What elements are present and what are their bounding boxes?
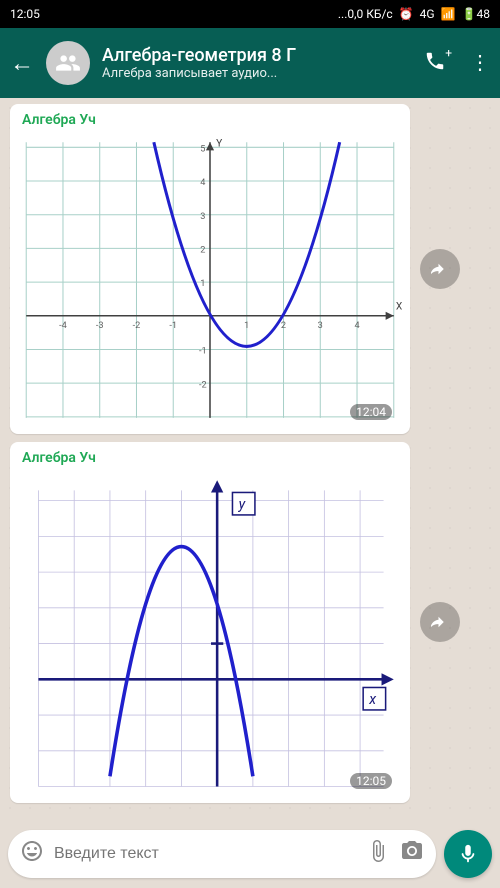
input-bar: [8, 830, 492, 878]
input-box: [8, 830, 436, 878]
data-rate: ...0,0 КБ/с: [338, 7, 393, 21]
message-bubble[interactable]: Алгебра Уч y x: [10, 442, 410, 803]
status-bar: 12:05 ...0,0 КБ/с ⏰ 4G 📶 🔋48: [0, 0, 500, 28]
header-text[interactable]: Алгебра-геометрия 8 Г Алгебра записывает…: [102, 45, 412, 81]
chart-image[interactable]: y x 12:05: [16, 470, 404, 797]
forward-button[interactable]: [420, 249, 460, 289]
message-input[interactable]: [54, 845, 356, 863]
menu-button[interactable]: ⋮: [470, 50, 490, 77]
svg-text:-2: -2: [133, 320, 141, 331]
forward-button[interactable]: [420, 602, 460, 642]
chat-header: ← Алгебра-геометрия 8 Г Алгебра записыва…: [0, 28, 500, 98]
svg-text:-3: -3: [96, 320, 104, 331]
svg-text:2: 2: [281, 320, 286, 331]
chat-avatar[interactable]: [46, 41, 90, 85]
svg-text:5: 5: [200, 143, 205, 154]
call-button[interactable]: +: [424, 50, 446, 77]
mic-button[interactable]: [444, 830, 492, 878]
message-timestamp: 12:05: [350, 773, 392, 789]
svg-text:x: x: [368, 692, 377, 708]
network-icon: 4G: [420, 7, 435, 21]
camera-icon[interactable]: [400, 839, 424, 869]
svg-text:1: 1: [244, 320, 249, 331]
chat-title: Алгебра-геометрия 8 Г: [102, 45, 412, 66]
status-right: ...0,0 КБ/с ⏰ 4G 📶 🔋48: [338, 7, 490, 21]
message-bubble[interactable]: Алгебра Уч -4 -3 -2 -1 1 2 3 4 1 2 3 4 5 -1 -2: [10, 104, 410, 434]
svg-text:2: 2: [200, 244, 205, 255]
back-button[interactable]: ←: [10, 49, 34, 78]
svg-text:y: y: [238, 497, 246, 513]
battery-icon: 🔋48: [462, 7, 490, 21]
svg-text:-4: -4: [59, 320, 67, 331]
chat-subtitle: Алгебра записывает аудио...: [102, 66, 412, 81]
emoji-icon[interactable]: [20, 839, 44, 869]
parabola-chart-down: y x: [16, 470, 404, 797]
svg-text:1: 1: [200, 278, 205, 289]
parabola-chart-up: -4 -3 -2 -1 1 2 3 4 1 2 3 4 5 -1 -2 X Y: [16, 132, 404, 428]
svg-text:4: 4: [354, 320, 359, 331]
svg-text:3: 3: [200, 211, 205, 222]
chart-image[interactable]: -4 -3 -2 -1 1 2 3 4 1 2 3 4 5 -1 -2 X Y 12:04: [16, 132, 404, 428]
sender-name: Алгебра Уч: [16, 448, 404, 470]
svg-text:4: 4: [200, 177, 205, 188]
signal-icon: 📶: [441, 7, 456, 21]
svg-text:Y: Y: [216, 138, 223, 149]
svg-text:3: 3: [318, 320, 323, 331]
svg-text:-1: -1: [169, 320, 177, 331]
svg-text:X: X: [396, 302, 403, 313]
alarm-icon: ⏰: [399, 7, 414, 21]
chat-messages-area[interactable]: Алгебра Уч -4 -3 -2 -1 1 2 3 4 1 2 3 4 5 -1 -2: [0, 98, 500, 818]
svg-text:-2: -2: [199, 379, 207, 390]
attach-icon[interactable]: [366, 839, 390, 869]
status-time: 12:05: [10, 7, 40, 21]
message-timestamp: 12:04: [350, 404, 392, 420]
svg-text:-1: -1: [199, 346, 207, 357]
sender-name: Алгебра Уч: [16, 110, 404, 132]
